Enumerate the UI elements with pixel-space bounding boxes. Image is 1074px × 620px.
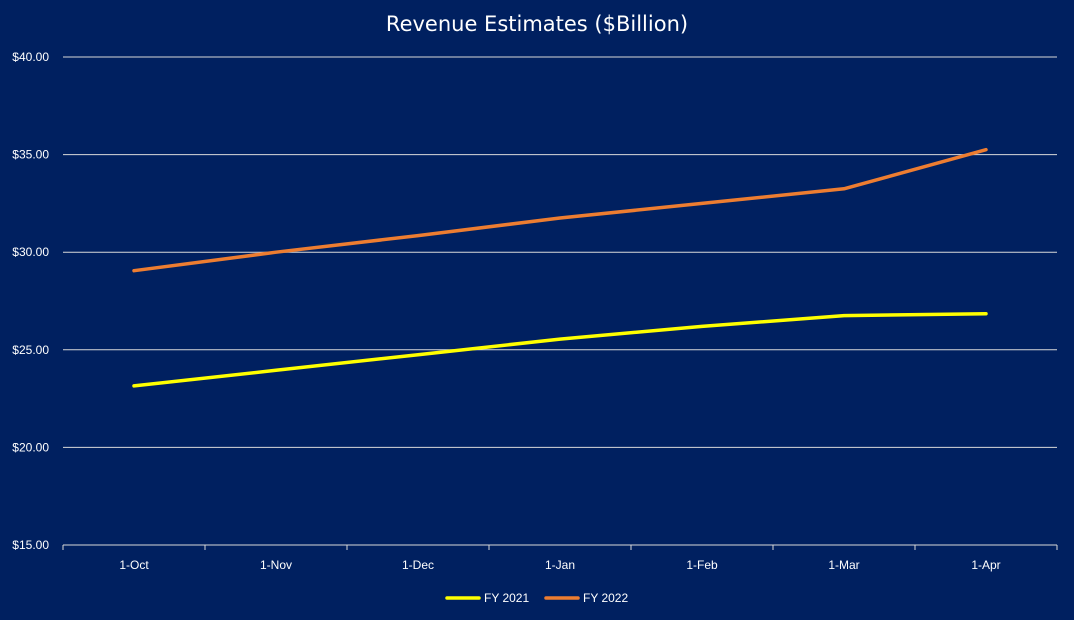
legend-item: FY 2022: [544, 591, 628, 605]
chart-title: Revenue Estimates ($Billion): [386, 12, 688, 36]
legend: FY 2021 FY 2022: [445, 591, 628, 605]
y-tick-label: $20.00: [12, 440, 49, 454]
x-tick-label: 1-Feb: [686, 558, 718, 572]
series-lines: [132, 147, 988, 388]
y-tick-label: $25.00: [12, 343, 49, 357]
y-tick-label: $40.00: [12, 50, 49, 64]
legend-item: FY 2021: [445, 591, 529, 605]
x-tick-label: 1-Mar: [828, 558, 859, 572]
x-tick-label: 1-Apr: [971, 558, 1000, 572]
x-tick-label: 1-Dec: [402, 558, 434, 572]
y-tick-label: $15.00: [12, 538, 49, 552]
x-tick-label: 1-Oct: [119, 558, 149, 572]
y-tick-label: $30.00: [12, 245, 49, 259]
y-axis-tick-labels: $15.00 $20.00 $25.00 $30.00 $35.00 $40.00: [12, 50, 49, 552]
y-tick-label: $35.00: [12, 148, 49, 162]
legend-label: FY 2022: [583, 591, 628, 605]
gridlines: [63, 56, 1057, 448]
x-tick-label: 1-Jan: [545, 558, 575, 572]
x-axis-tick-labels: 1-Oct 1-Nov 1-Dec 1-Jan 1-Feb 1-Mar 1-Apr: [119, 558, 1000, 572]
x-tick-label: 1-Nov: [260, 558, 292, 572]
legend-label: FY 2021: [484, 591, 529, 605]
x-axis: [62, 544, 1058, 550]
